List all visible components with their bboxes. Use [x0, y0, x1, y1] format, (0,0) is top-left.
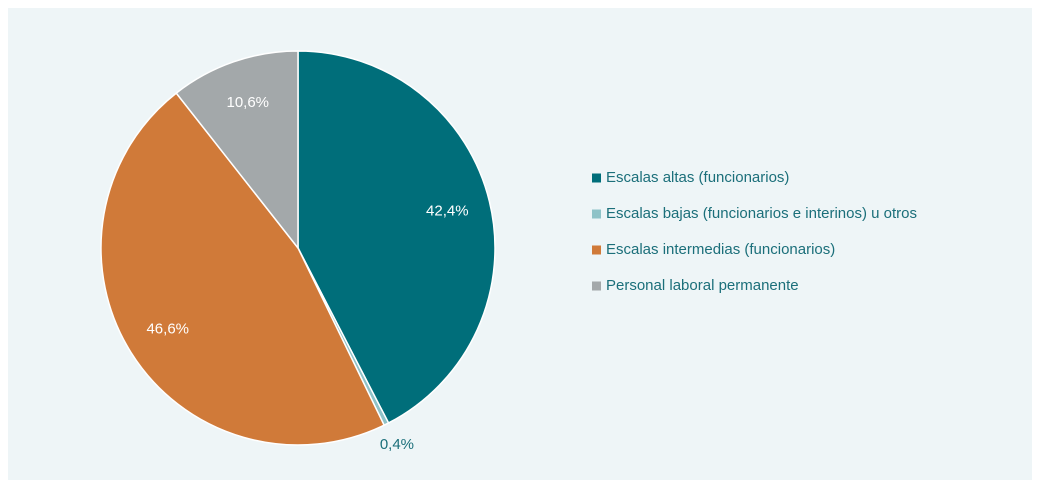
data-label: 46,6% [146, 320, 189, 337]
legend-swatch [592, 281, 601, 291]
pie-slice [175, 50, 299, 251]
legend-swatch [592, 209, 601, 219]
pie-slice [100, 92, 386, 446]
legend-swatch [592, 173, 601, 183]
data-label: 0,4% [380, 436, 414, 453]
legend-label: Escalas bajas (funcionarios e interinos)… [606, 205, 917, 222]
legend-swatch [592, 245, 601, 255]
data-label: 10,6% [226, 94, 269, 111]
data-label: 42,4% [426, 203, 469, 220]
legend-label: Escalas altas (funcionarios) [606, 169, 789, 186]
pie-slice [297, 50, 496, 424]
legend-label: Personal laboral permanente [606, 277, 799, 294]
legend-label: Escalas intermedias (funcionarios) [606, 241, 835, 258]
